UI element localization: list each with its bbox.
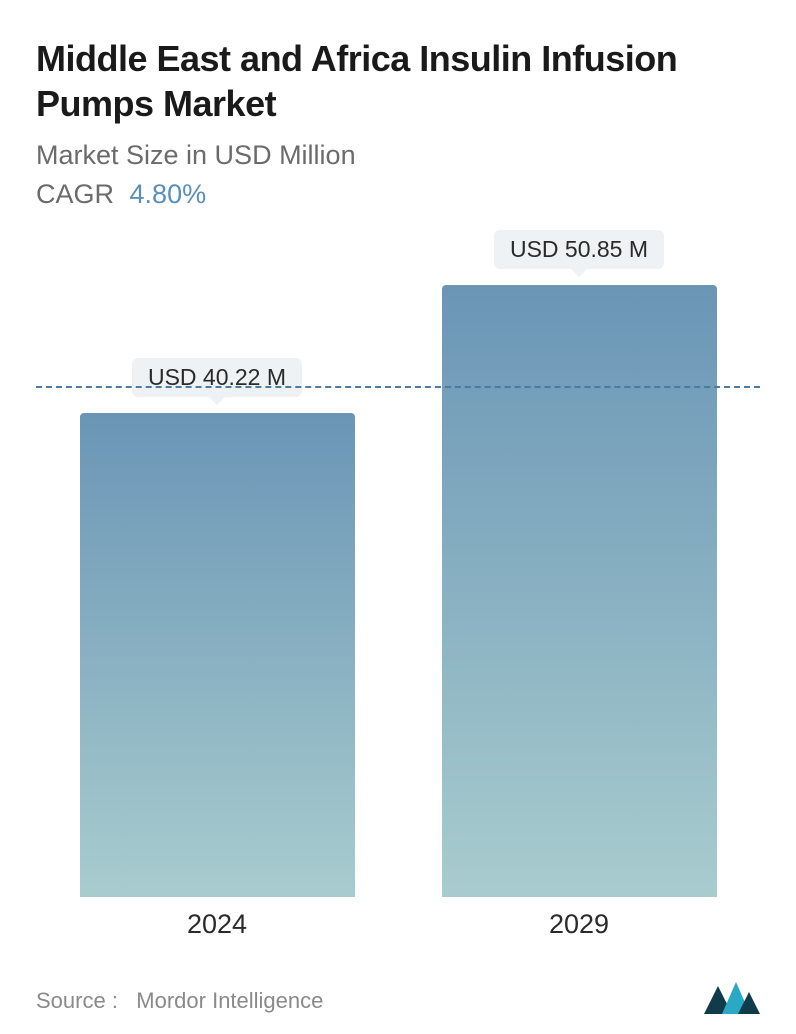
chart-card: Middle East and Africa Insulin Infusion … [0,0,796,1034]
brand-logo-icon [704,978,760,1014]
bar-1 [442,285,717,897]
x-label-1: 2029 [442,909,717,940]
bar-wrap-0: USD 40.22 M [80,358,355,897]
chart-title: Middle East and Africa Insulin Infusion … [36,36,760,126]
footer: Source : Mordor Intelligence [36,970,760,1014]
cagr-value: 4.80% [130,179,207,209]
source-label: Source : [36,988,118,1013]
source-name: Mordor Intelligence [136,988,323,1013]
source-text: Source : Mordor Intelligence [36,988,323,1014]
cagr-row: CAGR 4.80% [36,179,760,210]
reference-line [36,386,760,388]
value-badge-0: USD 40.22 M [132,358,302,397]
x-label-0: 2024 [80,909,355,940]
bar-0 [80,413,355,897]
value-badge-1: USD 50.85 M [494,230,664,269]
bar-wrap-1: USD 50.85 M [442,230,717,897]
x-axis-labels: 2024 2029 [36,909,760,940]
chart-subtitle: Market Size in USD Million [36,140,760,171]
bars-group: USD 40.22 M USD 50.85 M [36,250,760,897]
chart-plot-area: USD 40.22 M USD 50.85 M [36,250,760,897]
cagr-label: CAGR [36,179,114,209]
